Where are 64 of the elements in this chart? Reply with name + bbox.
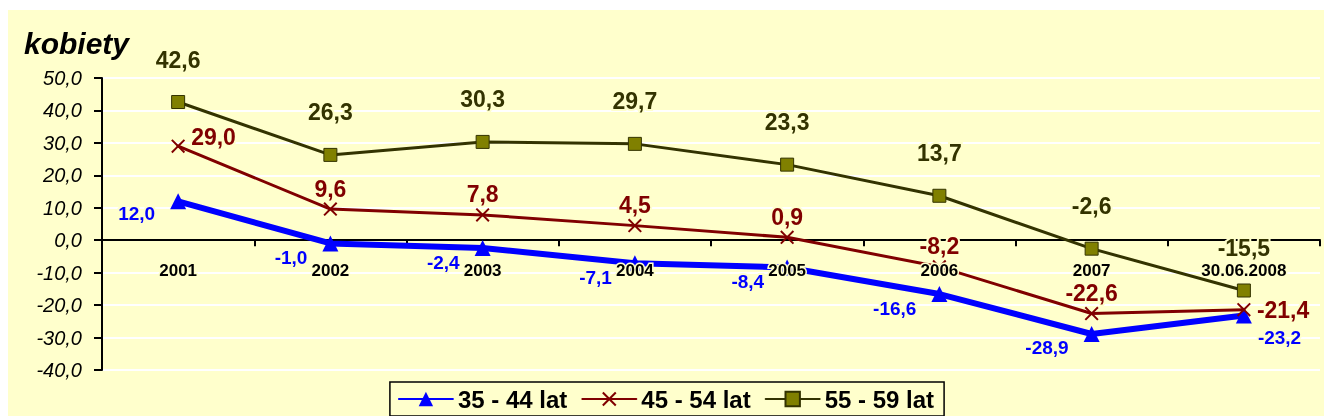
data-label: -28,9: [1025, 337, 1069, 359]
data-label: 12,0: [118, 202, 156, 224]
point: [780, 157, 795, 172]
point: [1236, 302, 1251, 317]
data-label: 4,5: [618, 192, 652, 219]
data-label: 9,6: [314, 175, 347, 202]
data-label: -2,6: [1071, 193, 1112, 220]
point: [475, 207, 490, 222]
data-label: 42,6: [155, 46, 201, 73]
y-tick-label: 10,0: [43, 196, 82, 219]
y-tick-label: 0,0: [54, 229, 82, 252]
legend-label: 55 - 59 lat: [824, 385, 935, 413]
data-label: 26,3: [307, 99, 353, 126]
legend-label: 45 - 54 lat: [641, 385, 751, 413]
data-label: 0,9: [771, 203, 804, 230]
point: [932, 188, 947, 203]
data-label: -2,4: [426, 251, 461, 273]
point: [322, 235, 339, 252]
point: [931, 286, 948, 303]
point: [171, 139, 186, 154]
data-label: -23,2: [1257, 326, 1302, 348]
data-label: -8,2: [919, 233, 960, 260]
y-tick-label: -20,0: [36, 294, 82, 317]
point: [323, 202, 338, 217]
point: [474, 240, 491, 257]
data-label: 13,7: [916, 140, 962, 167]
data-label: 29,7: [612, 88, 658, 115]
data-label: -21,4: [1256, 296, 1310, 323]
y-tick-label: 50,0: [43, 67, 82, 89]
y-tick-label: 20,0: [42, 164, 82, 187]
point: [171, 95, 186, 110]
y-tick-label: -30,0: [36, 326, 82, 349]
point: [627, 218, 642, 233]
x-tick-label: 2004: [615, 261, 655, 281]
data-label: -16,6: [873, 297, 917, 319]
point: [780, 230, 795, 245]
data-label: -8,4: [731, 270, 765, 292]
chart-title: kobiety: [24, 26, 131, 60]
data-label: -7,1: [579, 266, 613, 288]
legend-label: 35 - 44 lat: [457, 385, 568, 413]
y-tick-label: -40,0: [36, 359, 82, 381]
point: [1084, 306, 1099, 321]
point: [323, 147, 338, 162]
data-label: 30,3: [460, 86, 506, 113]
point: [170, 193, 187, 210]
data-label: -15,5: [1217, 235, 1271, 262]
x-tick-label: 2007: [1072, 261, 1111, 281]
point: [1084, 241, 1099, 256]
x-tick-label: 2002: [311, 261, 350, 281]
point: [475, 134, 490, 149]
data-label: -22,6: [1065, 280, 1118, 307]
x-tick-label: 2001: [159, 261, 198, 281]
x-tick-label: 2003: [463, 261, 502, 281]
data-label: 29,0: [191, 124, 236, 151]
point: [1236, 283, 1251, 298]
point: [1083, 325, 1100, 342]
x-tick-label: 30.06.2008: [1201, 261, 1287, 281]
data-label: 23,3: [764, 109, 810, 136]
point: [627, 136, 642, 151]
data-label: -1,0: [274, 246, 308, 268]
y-tick-label: 40,0: [43, 99, 82, 122]
data-label: 7,8: [466, 181, 499, 208]
y-tick-label: -10,0: [36, 261, 82, 284]
y-tick-label: 30,0: [43, 131, 82, 154]
